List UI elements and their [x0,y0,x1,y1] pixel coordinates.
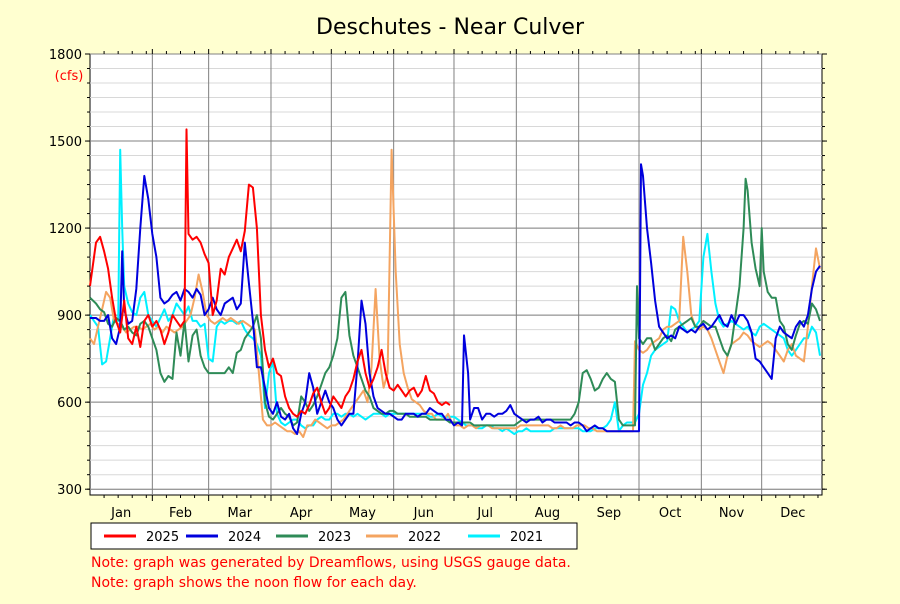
legend-label-2024: 2024 [228,530,261,545]
legend-label-2025: 2025 [146,530,179,545]
y-tick-label: 300 [57,483,82,498]
legend: 2025 2024 2023 2022 2021 [90,522,578,550]
y-tick-label: 1500 [49,135,82,150]
series-line-2021 [89,148,821,436]
note-text: Note: graph was generated by Dreamflows,… [91,555,571,571]
month-label: Sep [597,506,622,521]
axes: 300 600 900 1200 1500 1800 Jan Feb Mar Apr May Jun J… [49,48,827,521]
month-label: Dec [780,506,805,521]
month-label: Apr [290,506,313,521]
month-label: Feb [169,506,192,521]
legend-label-2023: 2023 [318,530,351,545]
series-line-2025 [89,128,451,418]
legend-box [90,522,578,550]
y-tick-label: 900 [57,309,82,324]
legend-label-2022: 2022 [408,530,441,545]
units-label: (cfs) [55,69,84,84]
month-label: Jul [476,506,493,521]
month-label: Mar [228,506,253,521]
month-label: Aug [535,506,560,521]
notes: Note: graph was generated by Dreamflows,… [91,555,571,591]
note-text: Note: graph shows the noon flow for each… [91,575,417,591]
month-label: Jun [413,506,434,521]
y-tick-label: 600 [57,396,82,411]
month-label: May [349,506,376,521]
month-label: Jan [110,506,131,521]
y-tick-label: 1800 [49,48,82,63]
y-tick-label: 1200 [49,222,82,237]
legend-label-2021: 2021 [510,530,543,545]
chart-title: Deschutes - Near Culver [316,15,585,40]
month-label: Oct [659,506,681,521]
series-lines [89,128,821,438]
month-label: Nov [719,506,745,521]
